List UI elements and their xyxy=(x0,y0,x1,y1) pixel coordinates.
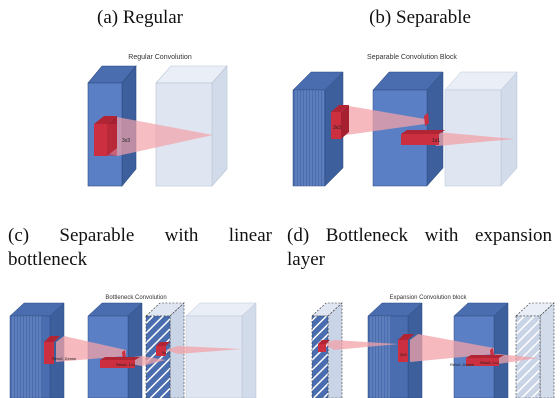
panel-regular-convolution: Regular Convolution 3x3 xyxy=(80,44,230,192)
panel-bottleneck-convolution: Bottleneck Convolution xyxy=(6,284,268,398)
caption-separable: (b) Separable xyxy=(369,7,471,28)
pointwise-label: 1x1 xyxy=(432,138,440,144)
kernel-3x3 xyxy=(94,116,117,156)
pointwise-output-tensor xyxy=(444,71,518,187)
bottleneck-input-tensor xyxy=(311,302,343,398)
input-tensor-stack xyxy=(9,302,65,398)
expansion-kernel-1x1 xyxy=(318,340,330,352)
dense-output-tensor xyxy=(87,302,143,398)
relu-dense-label: Relu6, Dense xyxy=(52,356,77,361)
bottleneck-output-tensor xyxy=(515,302,555,398)
bottleneck-beam xyxy=(166,346,242,354)
relu-dense-label: Relu6, Dense xyxy=(450,362,475,367)
expansion-tensor-stack xyxy=(367,302,423,398)
bottleneck-kernel-label: 3x3 xyxy=(162,350,169,355)
expansion-kernel-label: 3x3 xyxy=(400,352,407,357)
depthwise-label: 3x3 xyxy=(333,125,341,131)
pointwise-kernel-1x1 xyxy=(100,357,140,368)
relu-1x1-label: Relu6, 1x1 xyxy=(480,360,500,365)
output-tensor xyxy=(185,302,257,398)
kernel-label: 3x3 xyxy=(122,138,130,144)
input-tensor-stack xyxy=(292,71,344,187)
dense-output-tensor xyxy=(453,302,509,398)
panel-separable-convolution: Separable Convolution Block xyxy=(285,44,540,192)
caption-separable-linear-bottleneck: (c) Separable with linear bottleneck xyxy=(8,225,272,270)
panel-b-title: Separable Convolution Block xyxy=(367,54,457,61)
dense-beam xyxy=(56,336,126,362)
relu-1x1-label: Relu6, 1x1 xyxy=(116,362,136,367)
output-tensor xyxy=(155,65,228,187)
pointwise-kernel-1x1 xyxy=(401,130,445,145)
depthwise-output-marker xyxy=(424,113,429,126)
convolution-beam xyxy=(104,117,213,156)
dense-kernel-3x3 xyxy=(398,334,414,362)
panel-d-title: Expansion Convolution block xyxy=(389,295,467,301)
panel-c-title: Bottleneck Convolution xyxy=(105,295,166,301)
dense-kernel xyxy=(44,336,60,364)
caption-bottleneck-expansion: (d) Bottleneck with expansion layer xyxy=(287,225,552,270)
expansion-beam xyxy=(324,340,398,350)
depthwise-beam xyxy=(339,106,425,136)
panel-expansion-convolution: Expansion Convolution block xyxy=(298,284,560,398)
caption-regular: (a) Regular xyxy=(97,7,183,28)
depthwise-output-tensor xyxy=(372,71,444,187)
depthwise-kernel-3x3 xyxy=(331,105,349,139)
bottleneck-kernel-3x3 xyxy=(156,342,170,356)
panel-a-title: Regular Convolution xyxy=(128,54,192,61)
pointwise-kernel-1x1 xyxy=(466,355,504,366)
